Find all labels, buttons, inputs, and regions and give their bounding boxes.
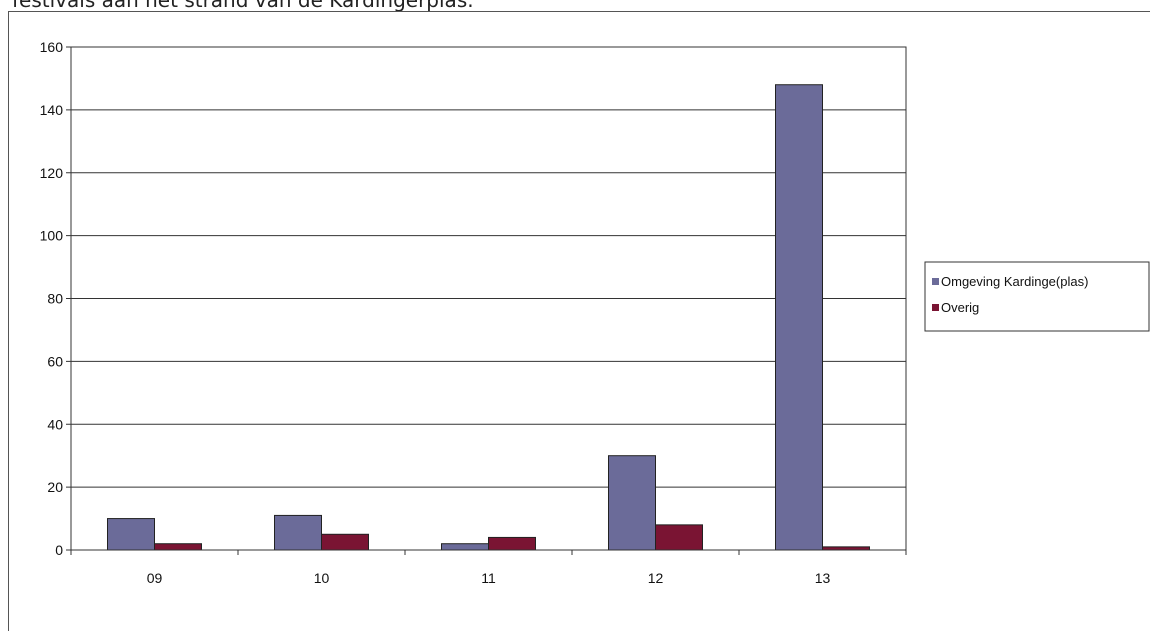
y-tick-label: 140: [40, 102, 64, 118]
x-tick-label: 13: [815, 570, 831, 586]
figure: festivals aan het strand van de Kardinge…: [0, 0, 1150, 607]
y-tick-label: 20: [47, 479, 63, 495]
y-tick-label: 80: [47, 291, 63, 307]
legend-box: [925, 262, 1149, 331]
bar-chart: 0 20 40 60 80 100 120 140 160 09 10 11 12 13 Omgevin…: [0, 0, 1150, 607]
y-tick-label: 100: [40, 228, 64, 244]
y-tick-label: 120: [40, 165, 64, 181]
legend-label: Omgeving Kardinge(plas): [941, 274, 1088, 289]
y-tick-label: 160: [40, 39, 64, 55]
bar-omgeving-12: [609, 456, 656, 550]
bar-omgeving-11: [442, 544, 489, 550]
bar-omgeving-13: [776, 85, 823, 550]
legend-swatch: [932, 278, 939, 285]
bar-overig-10: [322, 534, 369, 550]
bar-omgeving-10: [275, 515, 322, 550]
y-tick-label: 40: [47, 416, 63, 432]
bar-overig-11: [489, 537, 536, 550]
legend-label: Overig: [941, 300, 979, 315]
bar-overig-09: [155, 544, 202, 550]
x-tick-label: 12: [648, 570, 664, 586]
y-tick-label: 60: [47, 353, 63, 369]
x-tick-label: 10: [314, 570, 330, 586]
y-tick-label: 0: [55, 542, 63, 558]
bar-omgeving-09: [108, 519, 155, 550]
x-tick-label: 11: [481, 570, 496, 586]
legend-swatch: [932, 304, 939, 311]
x-tick-label: 09: [147, 570, 163, 586]
bar-overig-12: [656, 525, 703, 550]
